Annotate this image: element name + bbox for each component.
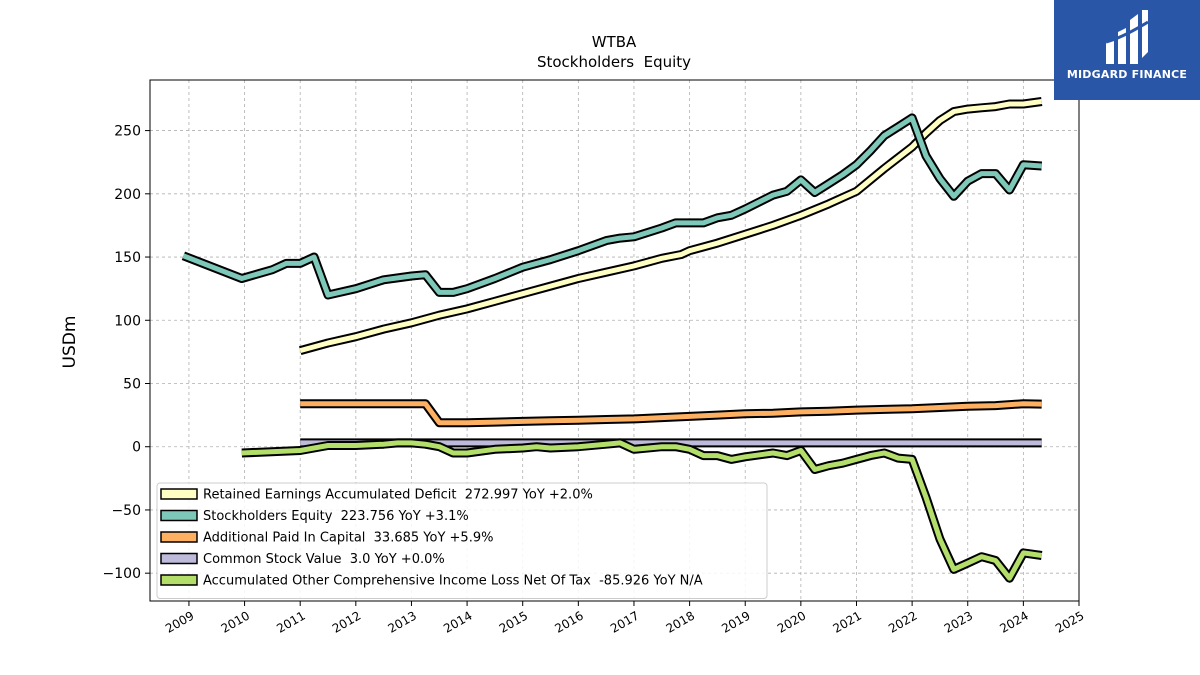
grid-lines <box>150 80 1080 601</box>
x-tick-label: 2009 <box>163 608 196 635</box>
x-tick-label: 2019 <box>719 608 752 635</box>
legend-box <box>156 482 768 599</box>
chart-subtitle: Stockholders Equity <box>537 53 691 71</box>
legend: Retained Earnings Accumulated Deficit 27… <box>156 482 768 599</box>
x-tick-label: 2020 <box>775 608 808 635</box>
x-tick-label: 2018 <box>664 608 697 635</box>
x-tick-label: 2023 <box>942 608 975 635</box>
plot-frame <box>149 79 1080 602</box>
y-tick-label: 0 <box>132 440 141 456</box>
x-tick-label: 2021 <box>831 608 864 635</box>
legend-swatch <box>160 531 198 543</box>
x-tick-label: 2025 <box>1053 608 1086 635</box>
x-tick-label: 2022 <box>886 608 919 635</box>
x-tick-label: 2016 <box>552 608 585 635</box>
x-tick-label: 2024 <box>997 608 1030 635</box>
legend-label: Retained Earnings Accumulated Deficit 27… <box>203 488 593 503</box>
logo: MIDGARD FINANCE <box>1054 0 1200 100</box>
legend-label: Accumulated Other Comprehensive Income L… <box>203 574 703 589</box>
legend-label: Stockholders Equity 223.756 YoY +3.1% <box>203 509 469 524</box>
y-tick-label: 250 <box>114 124 141 140</box>
logo-text: MIDGARD FINANCE <box>1066 68 1188 81</box>
series-layer <box>181 97 1043 583</box>
y-tick-label: 150 <box>114 250 141 266</box>
legend-swatch <box>160 509 198 522</box>
chart-title: WTBA <box>592 33 637 51</box>
x-tick-label: 2017 <box>608 608 641 635</box>
x-tick-label: 2014 <box>441 608 474 635</box>
y-tick-label: 100 <box>114 313 141 329</box>
y-tick-label: −50 <box>111 503 141 519</box>
series-line <box>182 115 1042 298</box>
y-tick-label: 200 <box>114 187 141 203</box>
legend-swatch <box>160 488 198 500</box>
legend-label: Additional Paid In Capital 33.685 YoY +5… <box>203 531 493 546</box>
y-tick-label: 50 <box>123 376 141 392</box>
midgard-logo-icon <box>1105 10 1149 64</box>
legend-swatch <box>160 574 198 586</box>
y-tick-label: −100 <box>103 566 141 582</box>
series-line <box>241 440 1043 581</box>
series-line <box>299 99 1043 354</box>
legend-swatch <box>160 552 198 565</box>
y-axis-label: USDm <box>60 316 80 369</box>
x-tick-label: 2013 <box>386 608 419 635</box>
legend-label: Common Stock Value 3.0 YoY +0.0% <box>203 552 445 567</box>
x-tick-label: 2015 <box>497 608 530 635</box>
x-tick-label: 2011 <box>274 608 307 635</box>
x-tick-label: 2010 <box>219 608 252 635</box>
series-line <box>300 401 1042 426</box>
x-tick-label: 2012 <box>330 608 363 635</box>
